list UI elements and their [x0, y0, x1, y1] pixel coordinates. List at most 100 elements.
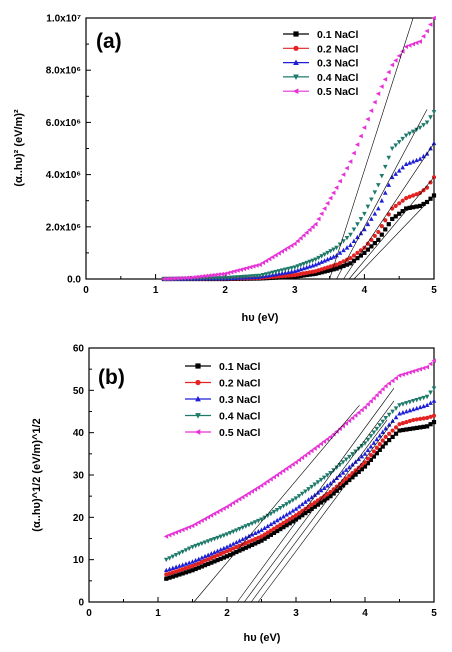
data-point	[414, 204, 419, 209]
data-point	[393, 171, 399, 176]
data-point	[246, 539, 252, 544]
data-point	[321, 475, 327, 481]
data-point	[403, 161, 409, 167]
data-point	[331, 478, 336, 483]
data-point	[343, 467, 349, 472]
data-point	[174, 573, 179, 578]
data-point	[359, 407, 364, 413]
data-point	[274, 507, 280, 513]
data-point	[414, 425, 419, 431]
data-point	[171, 276, 176, 281]
data-point	[414, 192, 419, 197]
data-point	[328, 489, 333, 495]
data-point	[407, 205, 412, 210]
panel-b-label: (b)	[98, 366, 125, 389]
tangent-fit-line	[237, 388, 395, 603]
data-point	[270, 254, 275, 260]
data-point	[187, 569, 192, 574]
legend-label: 0.2 NaCl	[219, 378, 261, 390]
data-point	[271, 474, 276, 480]
data-point	[417, 366, 423, 372]
data-point	[361, 125, 367, 130]
data-point	[321, 439, 327, 444]
data-point	[234, 545, 239, 550]
data-point	[167, 575, 172, 580]
data-point	[289, 269, 294, 274]
data-point	[181, 275, 186, 281]
data-point	[167, 556, 172, 561]
data-point	[344, 262, 350, 267]
data-point	[199, 518, 204, 523]
data-point	[318, 487, 324, 493]
data-point	[348, 232, 353, 238]
data-point	[163, 534, 169, 539]
data-point	[374, 445, 379, 450]
legend: 0.1 NaCl 0.2 NaCl 0.3 NaCl 0.4 NaCl 0.5 NaCl	[185, 361, 261, 439]
legend: 0.1 NaCl 0.2 NaCl 0.3 NaCl 0.4 NaCl 0.5 NaCl	[283, 29, 359, 98]
x-tick-label: 1	[153, 285, 159, 296]
data-point	[280, 468, 286, 474]
data-point	[278, 522, 283, 527]
data-point	[229, 275, 234, 281]
x-tick-label: 3	[293, 608, 299, 619]
data-point	[421, 416, 426, 421]
data-point	[229, 269, 234, 275]
data-point	[376, 237, 381, 242]
data-point	[183, 570, 189, 575]
data-point	[348, 242, 353, 247]
data-point	[177, 572, 182, 577]
data-point	[212, 549, 217, 555]
y-tick-label: 50	[73, 386, 85, 397]
data-point	[218, 507, 223, 513]
data-point	[403, 133, 409, 138]
data-point	[337, 250, 343, 255]
data-point	[356, 456, 362, 462]
data-point	[383, 441, 388, 446]
legend-label: 0.4 NaCl	[317, 72, 359, 84]
data-point	[209, 551, 214, 556]
data-point	[393, 58, 398, 63]
data-point	[240, 536, 245, 542]
data-point	[256, 529, 261, 534]
data-point	[219, 276, 225, 281]
data-point	[362, 250, 367, 255]
data-point	[397, 201, 402, 206]
data-point	[170, 574, 175, 579]
data-point	[386, 69, 391, 75]
data-point	[209, 538, 214, 543]
x-tick-label: 1	[155, 608, 161, 619]
data-point	[276, 250, 281, 256]
data-point	[237, 538, 242, 543]
data-point	[218, 547, 224, 552]
data-point	[309, 484, 314, 490]
plot-frame	[88, 347, 435, 603]
data-point	[380, 429, 386, 434]
data-point	[293, 506, 299, 511]
data-point	[365, 204, 371, 210]
data-point	[241, 274, 247, 280]
data-point	[268, 476, 273, 482]
data-point	[347, 159, 353, 164]
data-point	[404, 408, 409, 414]
data-point	[259, 527, 264, 532]
data-point	[383, 227, 388, 232]
data-point	[380, 386, 385, 392]
data-point	[372, 241, 377, 246]
data-point	[202, 516, 207, 522]
data-point	[344, 165, 349, 171]
data-point	[255, 485, 261, 490]
data-point	[164, 572, 169, 577]
data-point	[293, 459, 298, 465]
data-point	[389, 174, 395, 180]
data-point	[407, 426, 412, 432]
data-point	[256, 535, 261, 540]
data-point	[410, 368, 416, 374]
data-point	[278, 506, 283, 511]
data-point	[213, 276, 219, 281]
data-point	[380, 438, 385, 443]
data-point	[431, 386, 437, 391]
data-point	[167, 571, 172, 576]
data-point	[386, 422, 392, 427]
data-point	[298, 235, 303, 241]
data-point	[264, 272, 269, 277]
